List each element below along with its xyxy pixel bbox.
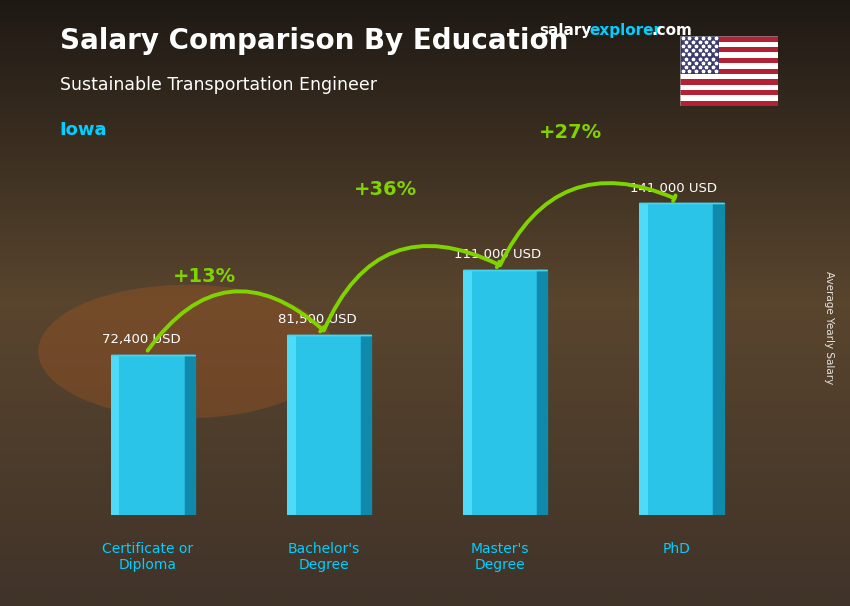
Text: explorer: explorer [589, 23, 661, 38]
Text: Master's
Degree: Master's Degree [471, 542, 530, 572]
Text: 141,000 USD: 141,000 USD [631, 182, 717, 195]
Bar [680, 53, 778, 58]
Bar [680, 85, 778, 90]
Text: .com: .com [652, 23, 693, 38]
Polygon shape [537, 270, 547, 515]
Text: Bachelor's
Degree: Bachelor's Degree [287, 542, 360, 572]
Ellipse shape [38, 285, 336, 418]
Text: +27%: +27% [539, 122, 602, 142]
Text: 81,500 USD: 81,500 USD [278, 313, 357, 326]
Bar [110, 355, 184, 515]
Text: PhD: PhD [662, 542, 690, 556]
Bar [463, 270, 472, 515]
Bar [110, 355, 120, 515]
Bar [680, 95, 778, 101]
Polygon shape [713, 204, 723, 515]
Bar [680, 90, 778, 95]
Bar [680, 42, 778, 47]
Bar [639, 204, 649, 515]
Bar [680, 79, 778, 85]
Text: +13%: +13% [173, 267, 235, 287]
Bar [680, 58, 778, 63]
Text: Salary Comparison By Education: Salary Comparison By Education [60, 27, 568, 55]
Bar [286, 335, 296, 515]
Bar [680, 36, 719, 74]
Text: Certificate or
Diploma: Certificate or Diploma [102, 542, 193, 572]
Bar [680, 74, 778, 79]
Bar [680, 63, 778, 68]
Bar [680, 68, 778, 74]
Polygon shape [361, 335, 371, 515]
Bar [680, 47, 778, 53]
Text: 72,400 USD: 72,400 USD [102, 333, 180, 346]
Bar [463, 270, 537, 515]
Text: Average Yearly Salary: Average Yearly Salary [824, 271, 834, 384]
Text: 111,000 USD: 111,000 USD [454, 248, 541, 261]
Text: Iowa: Iowa [60, 121, 107, 139]
Text: salary: salary [540, 23, 592, 38]
Bar [286, 335, 361, 515]
Bar [680, 101, 778, 106]
Text: +36%: +36% [354, 180, 417, 199]
Bar [680, 36, 778, 42]
Text: Sustainable Transportation Engineer: Sustainable Transportation Engineer [60, 76, 377, 94]
Bar [639, 204, 713, 515]
Polygon shape [184, 355, 195, 515]
